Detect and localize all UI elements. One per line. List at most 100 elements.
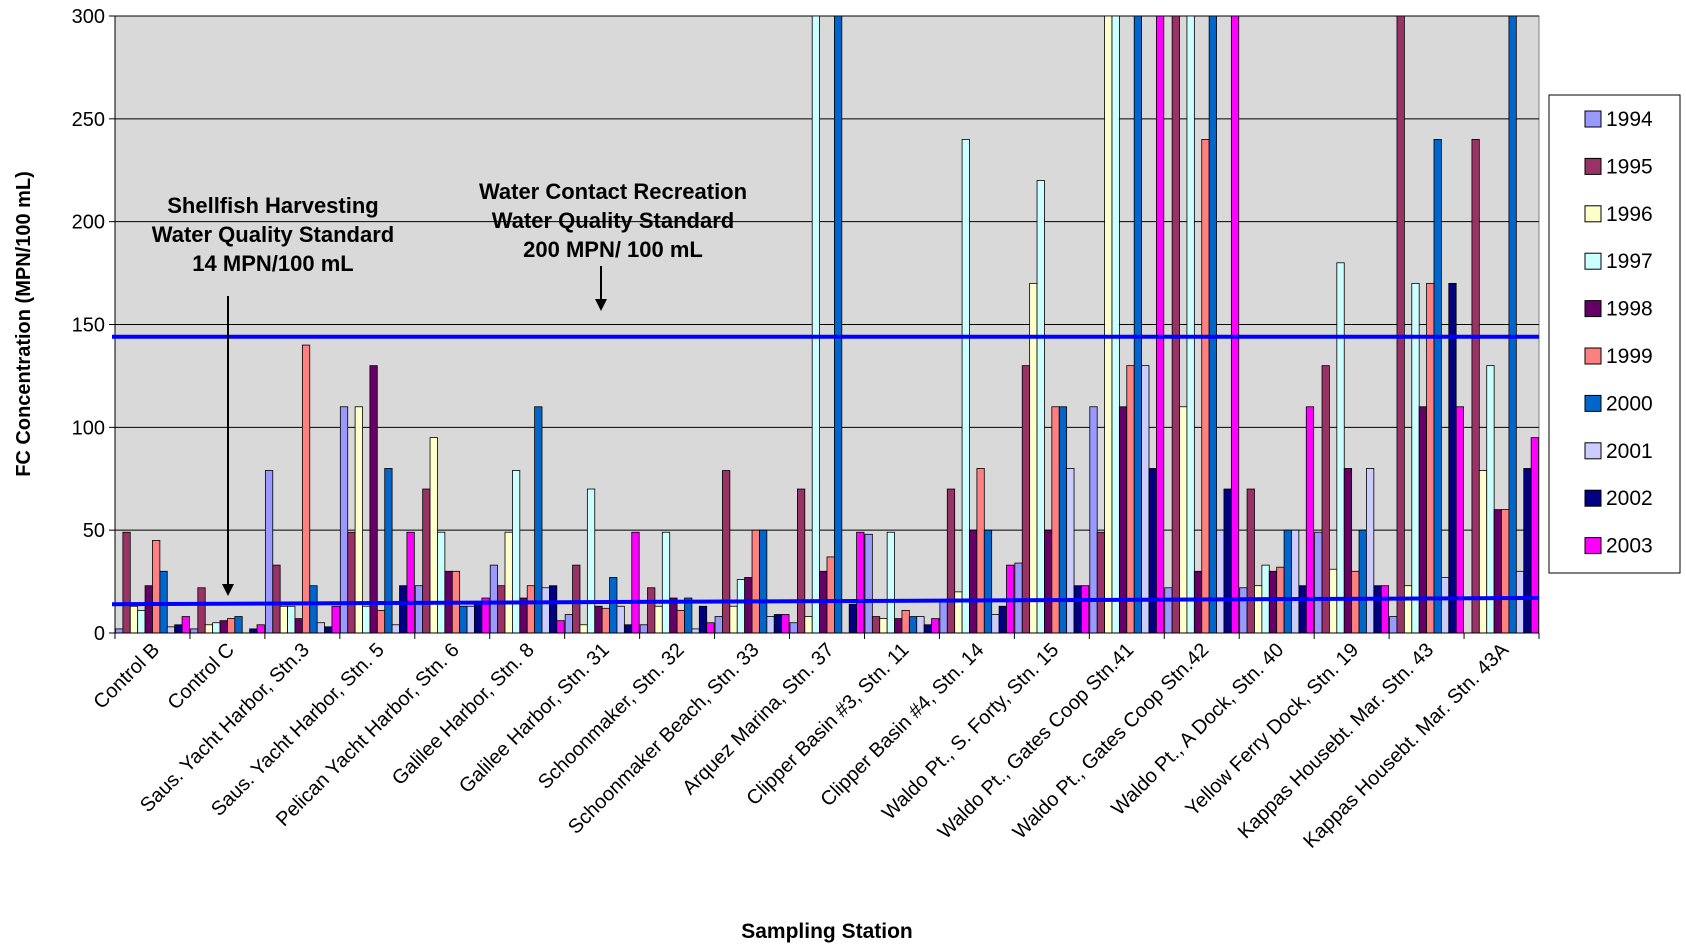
bar-1997-7 xyxy=(661,531,671,634)
bar-1997-12 xyxy=(1036,180,1045,634)
annotation-arrowhead-0 xyxy=(222,584,234,596)
bar-1995-12 xyxy=(1021,365,1031,634)
bar-2000-2 xyxy=(309,585,318,634)
bar-1994-15 xyxy=(1239,587,1248,634)
bar-1995-3 xyxy=(347,531,356,634)
bar-2003-12 xyxy=(1081,585,1090,634)
legend-label: 1995 xyxy=(1606,155,1653,178)
bar-1997-11 xyxy=(961,138,970,634)
bar-1997-6 xyxy=(586,488,596,634)
bar-2001-2 xyxy=(316,622,325,634)
legend-swatch-2002 xyxy=(1584,489,1602,507)
bar-1997-0 xyxy=(137,609,146,634)
bar-1998-0 xyxy=(144,585,153,634)
bar-1994-6 xyxy=(564,614,573,634)
legend: 1994 1995 1996 1997 1998 1999 2000 2001 2002 2003 xyxy=(1548,94,1681,574)
y-tick-label: 250 xyxy=(72,109,105,131)
bar-2001-3 xyxy=(391,624,400,634)
bar-1994-0 xyxy=(115,628,124,634)
legend-label: 2002 xyxy=(1606,487,1653,510)
legend-swatch-1995 xyxy=(1584,157,1602,175)
bar-2000-4 xyxy=(459,605,468,634)
bar-1998-1 xyxy=(219,620,228,634)
bar-1999-8 xyxy=(751,529,760,634)
bar-2000-8 xyxy=(759,529,768,634)
bar-1996-3 xyxy=(354,406,363,634)
bar-2002-13 xyxy=(1148,468,1157,634)
bar-1995-2 xyxy=(272,564,281,634)
bar-1999-6 xyxy=(601,607,610,634)
bar-1995-14 xyxy=(1171,15,1180,634)
x-axis-label: Sampling Station xyxy=(741,920,913,943)
reference-line-0 xyxy=(111,596,1540,607)
bar-2001-18 xyxy=(1515,570,1525,634)
bar-2002-18 xyxy=(1523,468,1532,634)
bar-1999-9 xyxy=(826,556,835,634)
bar-1997-18 xyxy=(1486,365,1495,634)
bar-1997-10 xyxy=(886,531,895,634)
legend-swatch-1996 xyxy=(1584,205,1602,223)
bar-2003-9 xyxy=(856,531,865,634)
bar-2001-14 xyxy=(1216,529,1225,634)
bar-1997-3 xyxy=(362,605,371,634)
bar-2000-13 xyxy=(1133,15,1142,634)
bar-1996-13 xyxy=(1104,15,1113,634)
reference-lines xyxy=(111,334,1540,607)
bar-1995-1 xyxy=(197,587,206,634)
bar-2003-8 xyxy=(781,614,790,634)
bar-2000-16 xyxy=(1358,529,1367,634)
bar-2002-9 xyxy=(848,603,858,634)
y-axis-label: FC Concentration (MPN/100 mL) xyxy=(13,171,35,477)
y-tick-label: 100 xyxy=(72,417,105,439)
bar-1999-7 xyxy=(676,609,685,634)
bar-2001-4 xyxy=(466,605,475,634)
bar-1995-16 xyxy=(1321,365,1330,634)
bar-2002-11 xyxy=(998,605,1007,634)
bar-1996-15 xyxy=(1254,585,1263,634)
annotation-0-line-0: Shellfish Harvesting xyxy=(167,193,379,218)
bar-1994-4 xyxy=(414,585,424,634)
bar-1994-9 xyxy=(789,622,798,634)
bar-2002-5 xyxy=(549,585,558,634)
bar-2003-5 xyxy=(556,620,565,634)
bar-1999-13 xyxy=(1126,365,1135,634)
annotation-0-line-2: 14 MPN/100 mL xyxy=(192,251,353,276)
bar-1999-5 xyxy=(526,585,536,634)
legend-label: 2003 xyxy=(1606,535,1653,558)
bar-1997-16 xyxy=(1336,262,1345,634)
legend-swatch-1994 xyxy=(1584,110,1602,128)
bar-1999-1 xyxy=(227,618,236,634)
bar-1999-0 xyxy=(152,540,161,634)
bar-1994-16 xyxy=(1314,531,1323,634)
bar-2000-9 xyxy=(834,15,843,634)
bar-2003-6 xyxy=(631,531,640,634)
legend-label: 1994 xyxy=(1606,108,1653,131)
bar-1998-10 xyxy=(894,618,903,634)
bar-2002-12 xyxy=(1073,585,1082,634)
bar-1996-9 xyxy=(804,616,813,634)
bar-1995-6 xyxy=(572,564,581,634)
bar-1997-1 xyxy=(212,622,221,634)
bar-2003-7 xyxy=(706,622,715,634)
bar-1997-14 xyxy=(1186,15,1195,634)
legend-label: 2000 xyxy=(1606,392,1653,415)
bar-1999-3 xyxy=(376,609,386,634)
bar-2000-10 xyxy=(908,616,918,634)
bar-1995-0 xyxy=(122,531,131,634)
bar-2003-14 xyxy=(1230,15,1240,634)
bar-1999-2 xyxy=(301,344,311,634)
bar-1994-14 xyxy=(1164,587,1173,634)
bar-2002-6 xyxy=(623,624,633,634)
bar-2001-8 xyxy=(766,616,775,634)
x-tick-label: Control C xyxy=(164,639,239,714)
bar-1999-18 xyxy=(1501,509,1510,634)
bar-2000-11 xyxy=(983,529,993,634)
bar-2000-1 xyxy=(234,616,243,634)
bar-1998-15 xyxy=(1268,570,1278,634)
bar-1997-8 xyxy=(736,579,746,634)
x-tick-label: Schoonmaker, Stn. 32 xyxy=(534,639,689,794)
bar-1995-7 xyxy=(647,587,656,634)
bar-1994-11 xyxy=(939,599,948,634)
bar-1998-6 xyxy=(594,605,603,634)
